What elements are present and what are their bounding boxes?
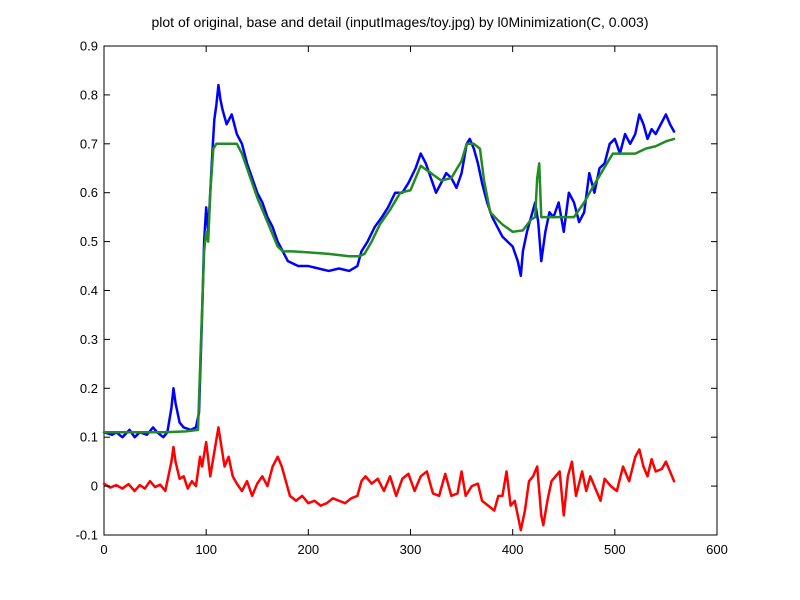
y-tick-label: 0.7 xyxy=(80,136,98,151)
x-tick-label: 500 xyxy=(604,542,626,557)
x-tick-label: 100 xyxy=(195,542,217,557)
x-tick-label: 600 xyxy=(706,542,728,557)
x-tick-label: 200 xyxy=(297,542,319,557)
plot-area-frame xyxy=(103,45,718,536)
x-tick-label: 400 xyxy=(502,542,524,557)
y-tick-label: 0.4 xyxy=(80,283,98,298)
series-line-2 xyxy=(102,137,676,434)
y-tick-label: 0.2 xyxy=(80,381,98,396)
x-tick-label: 300 xyxy=(400,542,422,557)
chart-title: plot of original, base and detail (input… xyxy=(151,14,649,30)
y-tick-label: 0.5 xyxy=(80,234,98,249)
y-tick-label: 0.1 xyxy=(80,430,98,445)
y-tick-label: -0.1 xyxy=(76,528,98,543)
y-tick-label: 0.8 xyxy=(80,87,98,102)
y-tick-label: 0.6 xyxy=(80,185,98,200)
y-tick-label: 0.9 xyxy=(80,39,98,54)
series-line-3 xyxy=(102,426,676,532)
y-tick-label: 0.3 xyxy=(80,332,98,347)
y-tick-label: 0 xyxy=(91,479,98,494)
x-tick-label: 0 xyxy=(100,542,107,557)
